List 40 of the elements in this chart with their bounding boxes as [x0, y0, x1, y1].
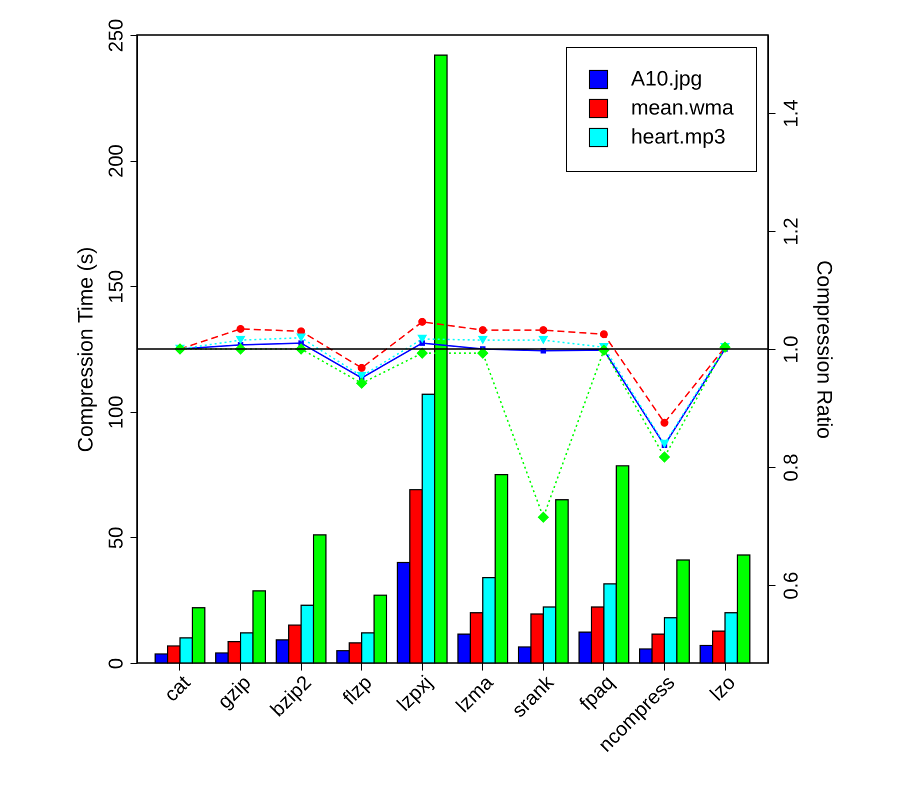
x-tick-label: cat: [160, 671, 196, 706]
point: [538, 512, 550, 523]
x-tick-label: gzip: [214, 672, 256, 714]
point: [416, 347, 428, 359]
point: [658, 451, 670, 463]
point: [356, 378, 368, 389]
point: [236, 324, 245, 333]
point: [660, 440, 670, 448]
point: [539, 326, 548, 334]
y2-tick-label: 1.4: [780, 100, 802, 128]
y-tick-label: 250: [106, 18, 128, 52]
legend-label: A10.jpg: [631, 68, 702, 90]
y2-tick-label: 1.2: [780, 218, 802, 246]
y2-axis-title: Compression Ratio: [812, 260, 836, 439]
y-tick-label: 0: [106, 658, 128, 670]
point: [296, 334, 306, 342]
point: [478, 336, 488, 344]
point: [660, 418, 668, 427]
point: [418, 318, 426, 326]
x-tick-label: lzo: [706, 672, 740, 706]
point: [358, 364, 366, 372]
point: [477, 347, 488, 359]
y-tick-label: 100: [106, 396, 128, 429]
point: [356, 372, 367, 380]
point: [417, 334, 428, 344]
y-tick-label: 50: [106, 526, 128, 550]
point: [236, 336, 246, 344]
y2-tick-label: 0.6: [780, 572, 802, 600]
x-tick-label: flzp: [338, 672, 377, 710]
y-tick-label: 200: [106, 144, 128, 178]
y2-tick-label: 0.8: [780, 454, 802, 482]
legend-label: heart.mp3: [631, 126, 726, 148]
y-axis-title: Compression Time (s): [74, 246, 98, 452]
point: [538, 336, 548, 344]
y-tick-label: 150: [106, 270, 128, 304]
point: [478, 326, 487, 334]
point: [600, 330, 608, 338]
y2-tick-label: 1.0: [780, 336, 802, 364]
x-tick-label: lzma: [452, 671, 498, 718]
legend-label: mean.wma: [631, 96, 734, 120]
